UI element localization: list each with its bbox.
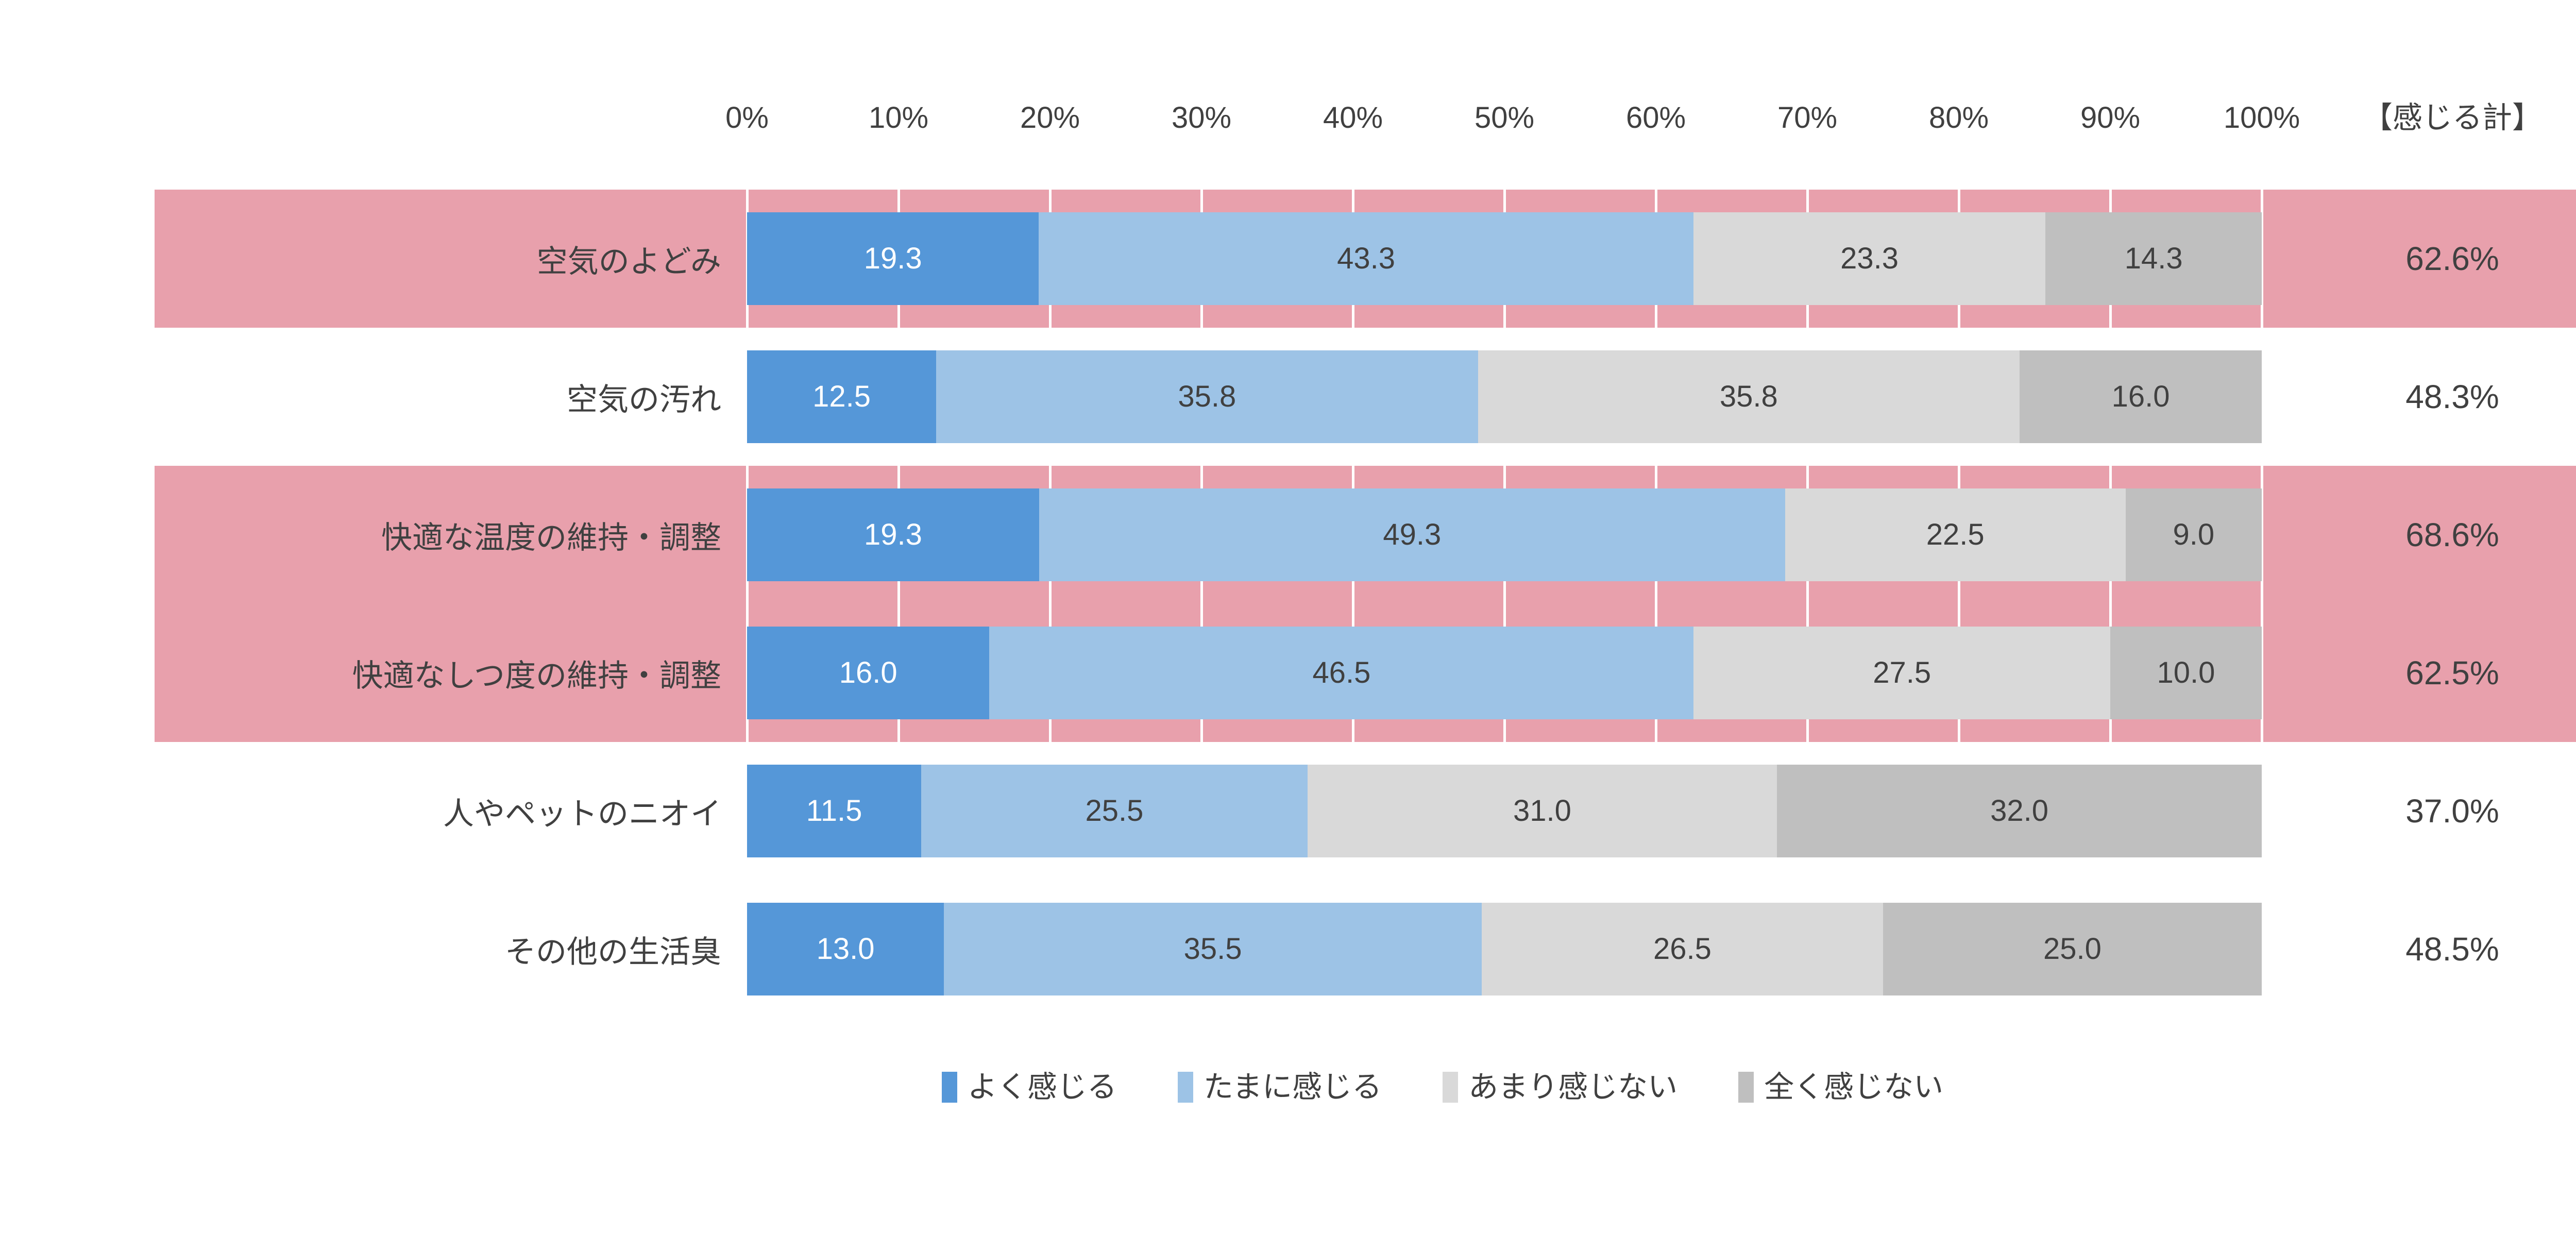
bar-segment-value: 35.8 — [1178, 380, 1236, 413]
bar-segment-value: 23.3 — [1840, 242, 1899, 275]
bar-segment: 19.3 — [747, 488, 1039, 581]
bar-segment-value: 25.0 — [2043, 932, 2102, 966]
legend-item[interactable]: 全く感じない — [1738, 1072, 1943, 1103]
bar-segment-value: 32.0 — [1990, 794, 2049, 828]
legend-label: 全く感じない — [1764, 1070, 1944, 1104]
bar-segment-value: 26.5 — [1653, 932, 1711, 966]
chart-row: 快適な温度の維持・調整 19.3 49.3 22.5 9.0 68.6% — [155, 466, 2576, 604]
legend-label: たまに感じる — [1203, 1070, 1382, 1104]
x-axis-tick-10: 10% — [868, 101, 929, 134]
bar-segment-value: 25.5 — [1085, 794, 1144, 828]
x-axis-tick-40: 40% — [1323, 101, 1383, 134]
bar-segment-value: 11.5 — [806, 794, 862, 828]
total-column-header: 【感じる計】 — [2362, 101, 2542, 134]
bar-segment: 35.8 — [936, 350, 1478, 443]
row-total-value: 37.0% — [2405, 792, 2499, 830]
stacked-bar: 19.3 43.3 23.3 14.3 — [747, 212, 2262, 305]
row-category-label: 人やペットのニオイ — [443, 796, 721, 831]
bar-segment: 23.3 — [1693, 212, 2046, 305]
row-total-value: 48.5% — [2405, 931, 2499, 968]
chart-row: 快適なしつ度の維持・調整 16.0 46.5 27.5 10.0 62.5% — [155, 604, 2576, 742]
stacked-bar: 16.0 46.5 27.5 10.0 — [747, 627, 2262, 719]
x-axis-tick-0: 0% — [725, 101, 769, 134]
row-total-value: 48.3% — [2405, 378, 2499, 415]
bar-segment: 43.3 — [1039, 212, 1693, 305]
bar-segment: 16.0 — [2020, 350, 2262, 443]
legend: よく感じる たまに感じる あまり感じない 全く感じない — [0, 1072, 2576, 1103]
x-axis-tick-30: 30% — [1171, 101, 1232, 134]
x-axis-tick-50: 50% — [1474, 101, 1535, 134]
bar-segment: 46.5 — [989, 627, 1694, 719]
bar-segment: 35.5 — [944, 903, 1482, 995]
bar-segment-value: 22.5 — [1926, 518, 1985, 551]
legend-swatch-icon — [941, 1072, 957, 1103]
bar-segment-value: 35.8 — [1719, 380, 1778, 413]
row-category-label: その他の生活臭 — [505, 934, 721, 969]
bar-segment: 26.5 — [1481, 903, 1883, 995]
bar-segment-value: 13.0 — [816, 932, 875, 966]
legend-label: あまり感じない — [1468, 1070, 1678, 1104]
legend-item[interactable]: あまり感じない — [1443, 1072, 1677, 1103]
bar-segment: 22.5 — [1785, 488, 2126, 581]
bar-segment-value: 19.3 — [863, 518, 922, 551]
bar-segment: 16.0 — [747, 627, 990, 719]
bar-segment-value: 10.0 — [2157, 656, 2215, 689]
bar-segment: 31.0 — [1307, 765, 1777, 857]
bar-segment-value: 31.0 — [1513, 794, 1571, 828]
legend-swatch-icon — [1177, 1072, 1193, 1103]
bar-segment: 12.5 — [747, 350, 937, 443]
chart-row: その他の生活臭 13.0 35.5 26.5 25.0 48.5% — [155, 880, 2576, 1018]
row-total-value: 68.6% — [2405, 516, 2499, 553]
bar-segment: 25.5 — [921, 765, 1308, 857]
x-axis-tick-70: 70% — [1777, 101, 1838, 134]
x-axis-tick-80: 80% — [1928, 101, 1989, 134]
stacked-bar: 11.5 25.5 31.0 32.0 — [747, 765, 2262, 857]
chart-row: 空気のよどみ 19.3 43.3 23.3 14.3 62.6% — [155, 190, 2576, 328]
bar-segment-value: 27.5 — [1873, 656, 1931, 689]
legend-swatch-icon — [1443, 1072, 1459, 1103]
bar-segment-value: 12.5 — [812, 380, 871, 413]
legend-swatch-icon — [1738, 1072, 1754, 1103]
bar-segment-value: 43.3 — [1337, 242, 1395, 275]
bar-segment-value: 49.3 — [1383, 518, 1442, 551]
row-category-label: 快適なしつ度の維持・調整 — [352, 658, 721, 693]
chart-row: 空気の汚れ 12.5 35.8 35.8 16.0 48.3% — [155, 328, 2576, 466]
row-category-label: 快適な温度の維持・調整 — [381, 520, 721, 555]
legend-label: よく感じる — [967, 1070, 1117, 1104]
bar-segment-value: 16.0 — [839, 656, 897, 689]
bar-segment: 27.5 — [1693, 627, 2110, 719]
stacked-bar: 13.0 35.5 26.5 25.0 — [747, 903, 2262, 995]
row-total-value: 62.6% — [2405, 240, 2499, 277]
bar-segment: 13.0 — [747, 903, 944, 995]
legend-item[interactable]: たまに感じる — [1177, 1070, 1382, 1104]
bar-segment-value: 14.3 — [2124, 242, 2183, 275]
chart-row: 人やペットのニオイ 11.5 25.5 31.0 32.0 37.0% — [155, 742, 2576, 880]
row-category-label: 空気の汚れ — [567, 382, 721, 417]
bar-segment: 32.0 — [1777, 765, 2262, 857]
row-category-label: 空気のよどみ — [536, 244, 721, 279]
x-axis-tick-labels: 0% 10% 20% 30% 40% 50% 60% 70% 80% 90% 100% — [725, 101, 2300, 149]
bar-segment: 10.0 — [2110, 627, 2262, 719]
bar-segment: 14.3 — [2045, 212, 2262, 305]
x-axis-tick-90: 90% — [2080, 101, 2141, 134]
bar-segment-value: 46.5 — [1312, 656, 1371, 689]
bar-segment: 11.5 — [747, 765, 922, 857]
x-axis-tick-60: 60% — [1625, 101, 1686, 134]
bar-segment-value: 9.0 — [2173, 518, 2215, 551]
x-axis-tick-100: 100% — [2223, 101, 2300, 134]
bar-segment: 19.3 — [747, 212, 1039, 305]
bar-segment-value: 35.5 — [1183, 932, 1242, 966]
bar-segment: 49.3 — [1039, 488, 1785, 581]
row-total-value: 62.5% — [2405, 654, 2499, 691]
stacked-bar: 12.5 35.8 35.8 16.0 — [747, 350, 2262, 443]
bar-segment: 25.0 — [1883, 903, 2262, 995]
legend-item[interactable]: よく感じる — [941, 1070, 1117, 1104]
stacked-bar: 19.3 49.3 22.5 9.0 — [747, 488, 2262, 581]
bar-segment: 35.8 — [1478, 350, 2020, 443]
bar-segment-value: 19.3 — [863, 242, 922, 275]
bar-segment: 9.0 — [2125, 488, 2262, 581]
bar-segment-value: 16.0 — [2111, 380, 2170, 413]
x-axis-tick-20: 20% — [1020, 101, 1080, 134]
